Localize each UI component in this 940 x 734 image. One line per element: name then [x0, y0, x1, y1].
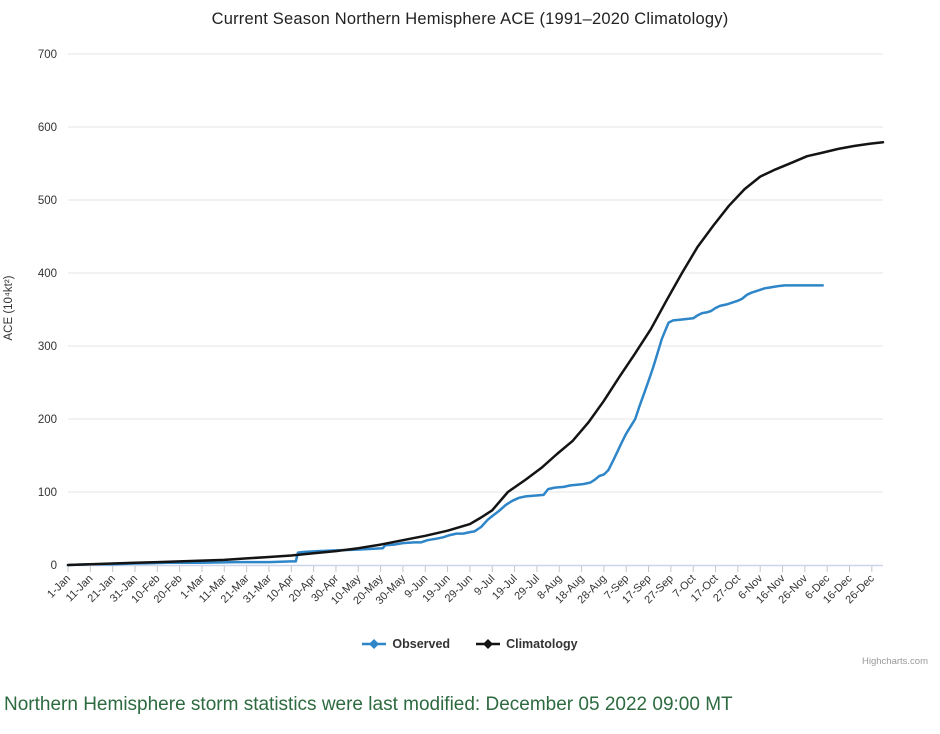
- svg-text:700: 700: [38, 49, 57, 61]
- svg-text:500: 500: [38, 195, 57, 207]
- legend-item-observed[interactable]: Observed: [362, 637, 450, 651]
- chart-title: Current Season Northern Hemisphere ACE (…: [211, 10, 729, 28]
- observed-line-marker-icon: [362, 639, 387, 649]
- svg-text:400: 400: [38, 268, 57, 280]
- plot-area: 0 100 200 300 400 500 600 700 1-Jan11-Jan21-Jan3…: [38, 49, 885, 607]
- svg-text:200: 200: [38, 414, 57, 426]
- series-climatology[interactable]: [66, 141, 885, 567]
- x-tick-labels: 1-Jan11-Jan21-Jan31-Jan10-Feb20-Feb1-Mar…: [45, 572, 877, 607]
- svg-text:0: 0: [51, 560, 57, 572]
- highcharts-credit-link[interactable]: Highcharts.com: [862, 656, 928, 667]
- svg-text:600: 600: [38, 122, 57, 134]
- svg-text:29-Jul: 29-Jul: [512, 573, 542, 603]
- legend: Observed Climatology: [0, 637, 940, 651]
- y-gridlines: [68, 53, 883, 493]
- legend-item-climatology[interactable]: Climatology: [476, 637, 578, 651]
- ace-chart-container: Current Season Northern Hemisphere ACE (…: [0, 10, 940, 667]
- last-modified-caption: Northern Hemisphere storm statistics wer…: [4, 694, 733, 715]
- legend-label-observed: Observed: [392, 637, 451, 651]
- svg-text:100: 100: [38, 487, 57, 499]
- legend-label-climatology: Climatology: [506, 637, 578, 651]
- series-observed[interactable]: [66, 284, 824, 567]
- y-tick-labels: 0 100 200 300 400 500 600 700: [38, 49, 57, 572]
- svg-text:300: 300: [38, 341, 57, 353]
- climatology-line-marker-icon: [476, 639, 501, 649]
- x-tick-marks: [67, 566, 873, 572]
